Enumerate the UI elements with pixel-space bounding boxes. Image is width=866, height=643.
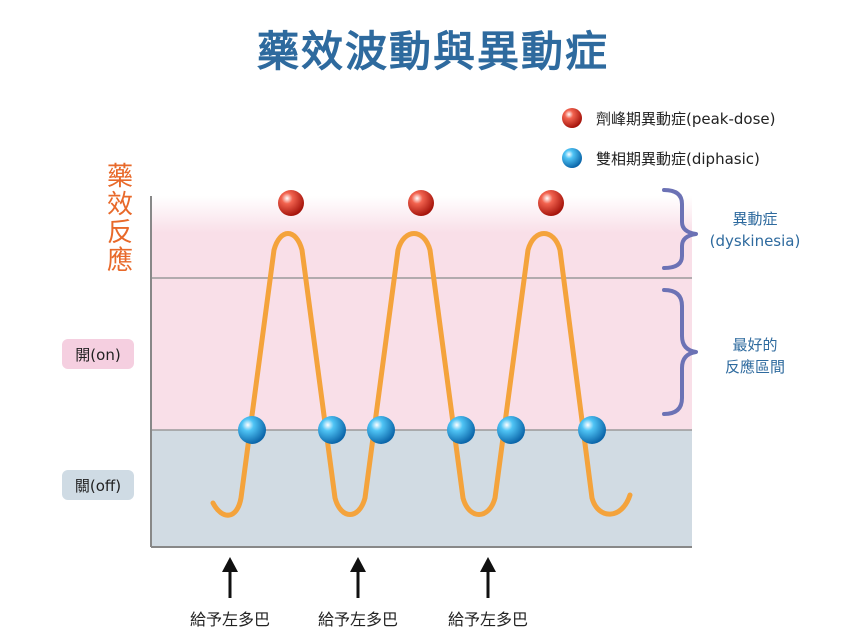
off-state-tag: 關(off) (62, 470, 134, 500)
optimal-range-label-line2: 反應區間 (724, 358, 785, 376)
peak-dose-marker (538, 190, 564, 216)
diphasic-marker (318, 416, 346, 444)
legend-label-peak-dose: 劑峰期異動症(peak-dose) (596, 109, 776, 128)
peak-dose-marker (408, 190, 434, 216)
dose-arrow-head (480, 557, 496, 572)
y-axis-title: 藥效反應 (106, 162, 133, 276)
optimal-range-label-line1: 最好的 (732, 336, 778, 354)
off-zone (151, 430, 692, 547)
drug-effect-curve (210, 231, 633, 518)
optimal-range-brace (662, 288, 698, 416)
dyskinesia-brace (662, 188, 698, 270)
red-sphere-icon (562, 108, 582, 128)
dose-arrow-head (222, 557, 238, 572)
blue-sphere-icon (562, 148, 582, 168)
diphasic-marker (578, 416, 606, 444)
diphasic-marker (238, 416, 266, 444)
dose-label: 給予左多巴 (189, 610, 270, 629)
page-title: 藥效波動與異動症 (256, 27, 609, 76)
on-state-tag: 開(on) (62, 339, 134, 369)
optimal-range-label: 最好的 反應區間 (700, 334, 810, 378)
legend-item-peak-dose: 劑峰期異動症(peak-dose) (560, 106, 776, 130)
legend-item-diphasic: 雙相期異動症(diphasic) (560, 146, 760, 170)
dose-arrow-head (350, 557, 366, 572)
optimal-zone (151, 278, 692, 430)
diphasic-marker (497, 416, 525, 444)
dose-label: 給予左多巴 (317, 610, 398, 629)
diphasic-marker (447, 416, 475, 444)
legend-label-diphasic: 雙相期異動症(diphasic) (596, 149, 760, 168)
diphasic-marker (367, 416, 395, 444)
dose-label: 給予左多巴 (447, 610, 528, 629)
dyskinesia-label-line1: 異動症 (732, 210, 778, 228)
dyskinesia-label-line2: (dyskinesia) (709, 232, 801, 250)
peak-dose-marker (278, 190, 304, 216)
dyskinesia-label: 異動症 (dyskinesia) (700, 208, 810, 252)
